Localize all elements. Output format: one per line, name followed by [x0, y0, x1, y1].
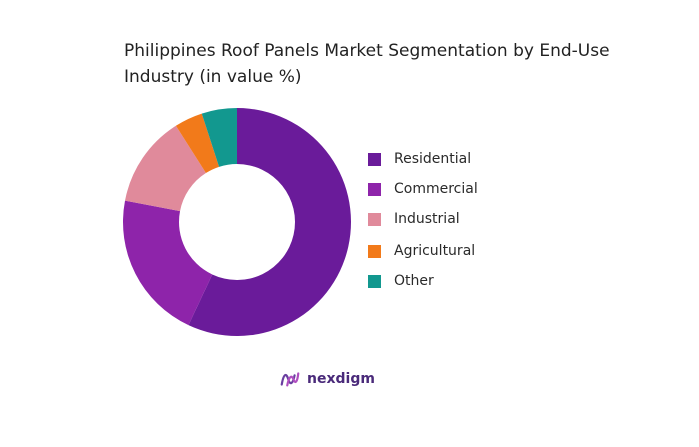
legend-label: Industrial — [394, 211, 460, 227]
chart-legend: Residential Commercial Industrial Agricu… — [368, 149, 478, 301]
legend-item-other: Other — [368, 271, 478, 291]
donut-slices — [122, 108, 351, 336]
legend-item-industrial: Industrial — [368, 209, 478, 229]
donut-slice-commercial — [122, 200, 213, 326]
legend-label: Commercial — [394, 181, 478, 197]
donut-slice-other — [201, 108, 237, 167]
nexdigm-logo-icon — [280, 372, 300, 387]
donut-slice-residential — [188, 108, 351, 336]
legend-swatch — [368, 274, 381, 288]
chart-title: Philippines Roof Panels Market Segmentat… — [124, 41, 610, 87]
legend-item-commercial: Commercial — [368, 179, 478, 199]
legend-swatch — [368, 212, 381, 226]
legend-swatch — [368, 152, 381, 166]
legend-swatch — [368, 182, 381, 196]
legend-label: Other — [394, 273, 434, 289]
donut-slice-industrial — [125, 125, 206, 212]
brand-footer: nexdigm — [279, 368, 375, 390]
legend-item-residential: Residential — [368, 149, 478, 169]
legend-label: Agricultural — [394, 243, 476, 259]
brand-name: nexdigm — [307, 371, 375, 387]
legend-item-agricultural: Agricultural — [368, 241, 478, 261]
donut-slice-agricultural — [175, 113, 220, 174]
legend-label: Residential — [394, 151, 472, 167]
legend-swatch — [368, 244, 381, 258]
